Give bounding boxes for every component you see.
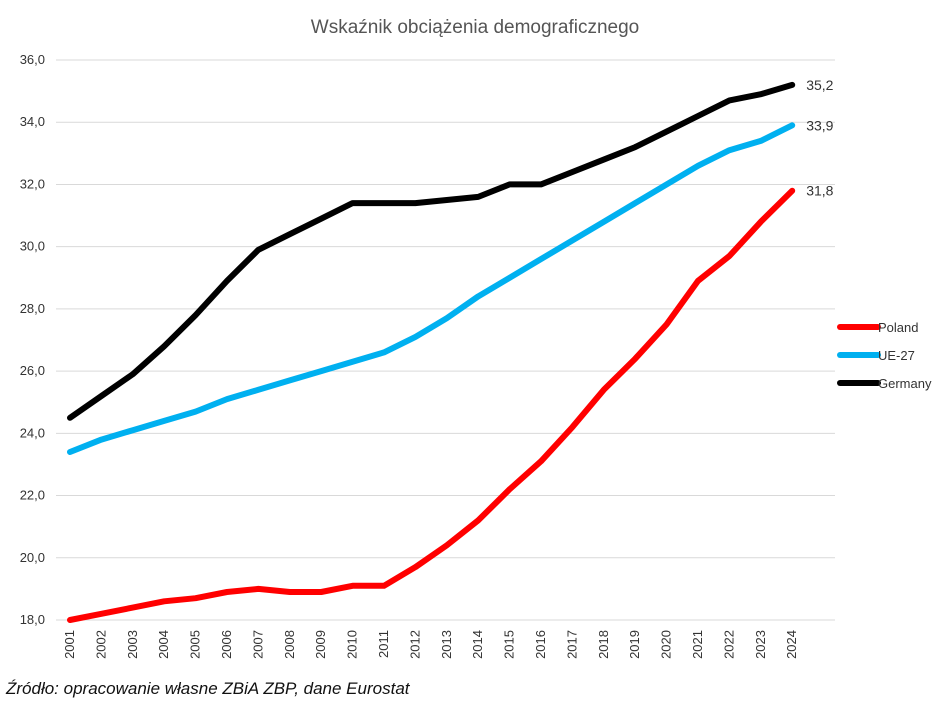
x-tick-label: 2016 (533, 630, 548, 659)
x-tick-label: 2005 (188, 630, 203, 659)
x-tick-label: 2003 (125, 630, 140, 659)
x-tick-label: 2021 (690, 630, 705, 659)
legend-label: Germany (878, 376, 932, 391)
x-tick-label: 2001 (62, 630, 77, 659)
x-tick-label: 2013 (439, 630, 454, 659)
y-axis-ticks: 18,0 20,0 22,0 24,0 26,0 28,0 30,0 32,0 34,0 36,0 (20, 52, 45, 627)
x-tick-label: 2012 (407, 630, 422, 659)
chart-title: Wskaźnik obciążenia demograficznego (311, 17, 639, 38)
y-tick-label: 26,0 (20, 363, 45, 378)
x-tick-label: 2023 (753, 630, 768, 659)
y-tick-label: 34,0 (20, 114, 45, 129)
end-value-label: 35,2 (806, 77, 833, 93)
x-axis-ticks: 2001 2002 2003 2004 2005 2006 2007 2008 2009 2010… (62, 630, 799, 659)
x-tick-label: 2008 (282, 630, 297, 659)
y-tick-label: 20,0 (20, 550, 45, 565)
source-note: Źródło: opracowanie własne ZBiA ZBP, dan… (6, 679, 410, 698)
x-tick-label: 2010 (345, 630, 360, 659)
x-tick-label: 2024 (784, 630, 799, 659)
x-tick-label: 2002 (93, 630, 108, 659)
series-line-ue-27 (67, 122, 796, 455)
x-tick-label: 2020 (659, 630, 674, 659)
series-line-germany (67, 81, 796, 421)
x-tick-label: 2004 (156, 630, 171, 659)
end-value-label: 33,9 (806, 117, 833, 133)
legend: Poland UE-27 Germany (837, 320, 932, 391)
x-tick-label: 2009 (313, 630, 328, 659)
y-tick-label: 22,0 (20, 488, 45, 503)
gridlines (56, 59, 835, 621)
end-labels: 31,8 33,9 35,2 (806, 77, 833, 199)
x-tick-label: 2017 (564, 630, 579, 659)
x-tick-label: 2019 (627, 630, 642, 659)
x-tick-label: 2018 (596, 630, 611, 659)
x-tick-label: 2007 (250, 630, 265, 659)
series-lines (67, 81, 796, 623)
y-tick-label: 32,0 (20, 176, 45, 191)
end-value-label: 31,8 (806, 183, 833, 199)
x-tick-label: 2015 (502, 630, 517, 659)
y-tick-label: 18,0 (20, 612, 45, 627)
y-tick-label: 28,0 (20, 301, 45, 316)
legend-label: Poland (878, 320, 918, 335)
x-tick-label: 2022 (721, 630, 736, 659)
y-tick-label: 24,0 (20, 425, 45, 440)
x-tick-label: 2014 (470, 630, 485, 659)
x-tick-label: 2011 (376, 630, 391, 658)
x-tick-label: 2006 (219, 630, 234, 659)
y-tick-label: 30,0 (20, 239, 45, 254)
y-tick-label: 36,0 (20, 52, 45, 67)
series-line-poland (67, 187, 796, 623)
legend-label: UE-27 (878, 348, 915, 363)
